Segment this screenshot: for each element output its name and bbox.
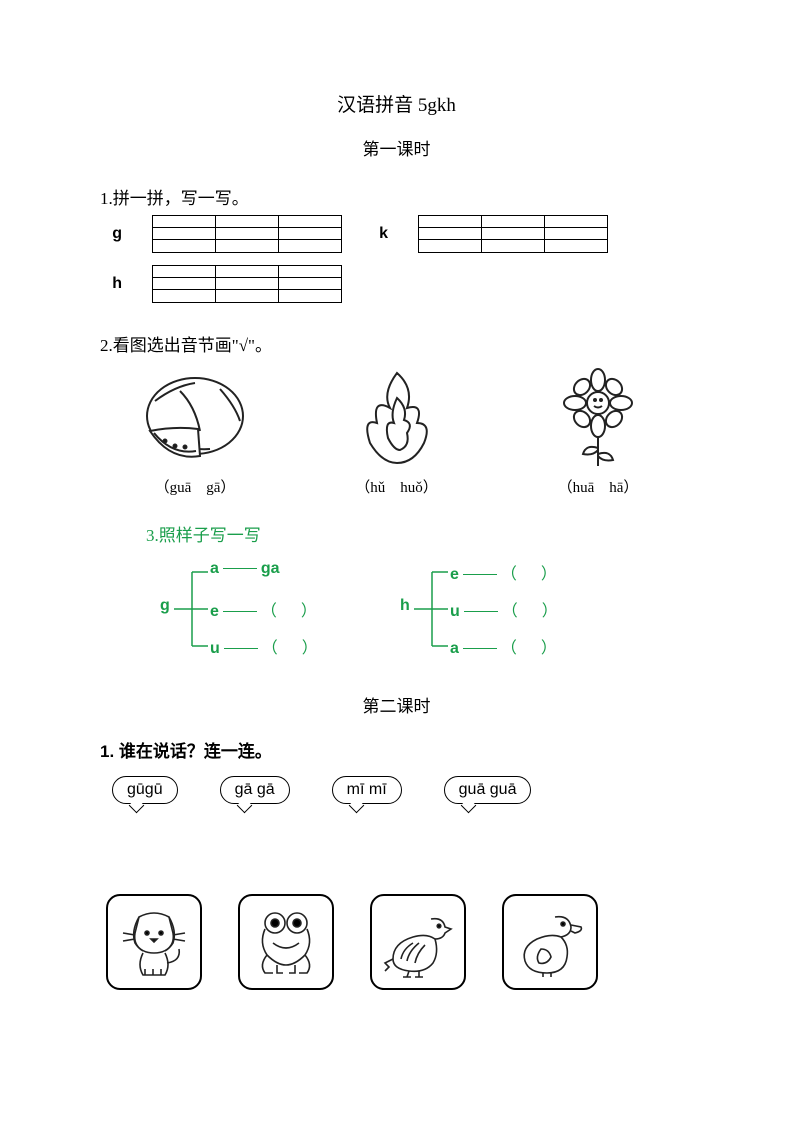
speech-bubbles: gūgū gā gā mī mī guā guā bbox=[112, 776, 693, 804]
q1-label: 1.拼一拼，写一写。 bbox=[100, 184, 693, 209]
branch-mid: e bbox=[210, 603, 219, 620]
tree-g: g a ga e （ ） u （ ） bbox=[160, 554, 360, 664]
bubble-gaga[interactable]: gā gā bbox=[220, 776, 290, 804]
branch-mid: u bbox=[450, 603, 460, 620]
tree-h: h e （ ） u （ ） a （ ） bbox=[400, 554, 600, 664]
pigeon-icon[interactable] bbox=[370, 894, 466, 990]
q1-prefix-h: h bbox=[100, 275, 128, 293]
branch-blank[interactable]: （ ） bbox=[261, 603, 321, 620]
q4-label: 1. 谁在说话？连一连。 bbox=[100, 737, 693, 762]
q2-item-flower: （huā hā） bbox=[523, 368, 673, 497]
lesson2-title: 第二课时 bbox=[100, 692, 693, 717]
tree-root: g bbox=[160, 597, 170, 615]
branch-blank[interactable]: （ ） bbox=[502, 603, 562, 620]
branch-mid: a bbox=[210, 560, 219, 577]
q2-choice[interactable]: （huā hā） bbox=[558, 476, 639, 497]
q1-prefix-g: g bbox=[100, 225, 128, 243]
q2-item-fire: （hǔ huǒ） bbox=[322, 368, 472, 497]
q3-label: 3.照样子写一写 bbox=[146, 521, 693, 546]
q2-choice[interactable]: （guā gā） bbox=[155, 476, 236, 497]
q3-trees: g a ga e （ ） u （ ） h e （ ） u （ ） a （ ） bbox=[160, 554, 693, 664]
writing-grid[interactable] bbox=[418, 215, 608, 253]
tree-root: h bbox=[400, 597, 410, 615]
cat-icon[interactable] bbox=[106, 894, 202, 990]
branch-blank[interactable]: （ ） bbox=[501, 566, 561, 583]
q1-prefix-k: k bbox=[366, 225, 394, 243]
q2-item-watermelon: （guā gā） bbox=[120, 368, 270, 497]
bubble-gugu[interactable]: gūgū bbox=[112, 776, 178, 804]
fire-icon bbox=[332, 368, 462, 468]
duck-icon[interactable] bbox=[502, 894, 598, 990]
branch-mid: e bbox=[450, 566, 459, 583]
branch-mid: u bbox=[210, 640, 220, 657]
q2-choice[interactable]: （hǔ huǒ） bbox=[355, 476, 438, 497]
bubble-guagua[interactable]: guā guā bbox=[444, 776, 532, 804]
watermelon-icon bbox=[130, 368, 260, 468]
q1-grids: g k h bbox=[100, 215, 693, 303]
animals-row bbox=[106, 894, 693, 990]
branch-mid: a bbox=[450, 640, 459, 657]
writing-grid[interactable] bbox=[152, 215, 342, 253]
bubble-mimi[interactable]: mī mī bbox=[332, 776, 402, 804]
branch-blank[interactable]: （ ） bbox=[501, 640, 561, 657]
worksheet-page: 汉语拼音 5gkh 第一课时 1.拼一拼，写一写。 g k h bbox=[0, 0, 793, 1030]
page-title: 汉语拼音 5gkh bbox=[100, 90, 693, 117]
q2-row: （guā gā） （hǔ huǒ） bbox=[120, 368, 673, 497]
q2-label: 2.看图选出音节画"√"。 bbox=[100, 331, 693, 356]
branch-result: ga bbox=[261, 560, 280, 577]
branch-blank[interactable]: （ ） bbox=[262, 640, 322, 657]
flower-icon bbox=[533, 368, 663, 468]
frog-icon[interactable] bbox=[238, 894, 334, 990]
writing-grid[interactable] bbox=[152, 265, 342, 303]
lesson1-title: 第一课时 bbox=[100, 135, 693, 160]
